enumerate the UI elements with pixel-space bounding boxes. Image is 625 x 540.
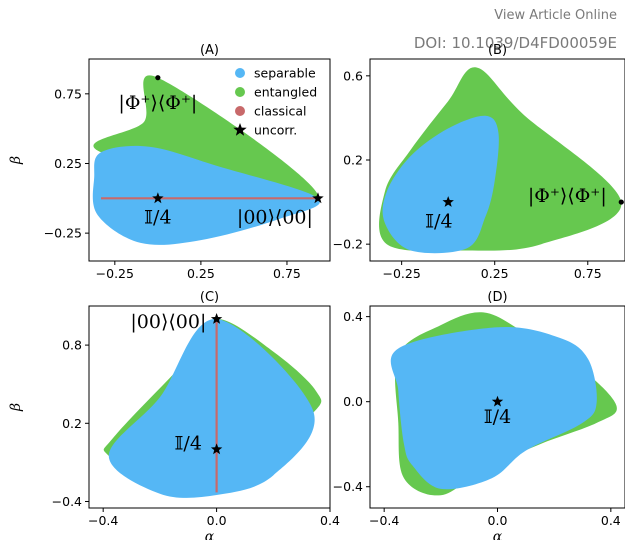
legend-label: entangled (254, 85, 317, 100)
panel-title: (D) (487, 290, 507, 305)
separable-region (92, 145, 320, 245)
state-label: 𝕀/4 (425, 210, 452, 232)
y-axis-label: β (8, 156, 24, 165)
y-axis-label: β (8, 403, 24, 412)
panel-c: −0.4 0.0 0.4 −0.4 0.2 0.8 (C) β α |00⟩⟨00| 𝕀/4 (8, 290, 340, 540)
x-tick-label: 0.0 (207, 513, 227, 528)
entangled-region (93, 75, 319, 201)
x-tick-label: −0.25 (382, 266, 420, 281)
x-tick-label: 0.75 (574, 266, 602, 281)
uncorr-star (491, 395, 504, 407)
legend-label: classical (254, 104, 307, 119)
state-dot (618, 199, 624, 205)
doi-label: DOI: 10.1039/D4FD00059E (413, 34, 617, 52)
y-tick-label: 0.75 (54, 86, 82, 101)
state-label: 𝕀/4 (144, 206, 171, 228)
legend-separable-marker (235, 68, 245, 78)
y-tick-label: −0.25 (44, 226, 82, 241)
uncorr-star (312, 192, 324, 204)
x-tick-label: 0.4 (601, 513, 621, 528)
x-tick-label: 0.25 (187, 266, 215, 281)
separable-region (382, 115, 499, 254)
x-tick-label: 0.25 (481, 266, 509, 281)
x-tick-label: −0.25 (96, 266, 134, 281)
state-label: |Φ⁺⟩⟨Φ⁺| (528, 185, 607, 207)
separable-region (390, 327, 597, 490)
panel-title: (C) (200, 290, 219, 305)
view-article-link[interactable]: View Article Online (494, 8, 617, 23)
x-tick-label: 0.75 (273, 266, 301, 281)
y-tick-label: 0.0 (343, 394, 363, 409)
panel-d: −0.4 0.0 0.4 −0.4 0.0 0.4 (D) α 𝕀/4 (333, 290, 625, 540)
uncorr-star (442, 196, 454, 207)
y-tick-label: 0.2 (62, 416, 82, 431)
y-tick-label: 0.2 (343, 153, 363, 168)
plot-area (103, 318, 322, 498)
panel-b: −0.25 0.25 0.75 −0.2 0.2 0.6 (B) 𝕀/4 |Φ⁺⟩⟨Φ⁺| (333, 43, 625, 281)
state-label: 𝕀/4 (484, 406, 511, 428)
legend-star-icon (233, 123, 247, 136)
y-tick-label: 0.25 (54, 156, 82, 171)
uncorr-star (210, 313, 223, 324)
axes-frame (88, 305, 331, 509)
plot-area (390, 312, 617, 496)
state-label: |Φ⁺⟩⟨Φ⁺| (118, 92, 197, 114)
y-tick-label: 0.8 (62, 338, 82, 353)
panel-title: (A) (200, 43, 219, 58)
panel-title: (B) (488, 43, 507, 58)
x-tick-label: −0.4 (88, 513, 118, 528)
uncorr-star (210, 443, 223, 455)
uncorr-star (152, 192, 164, 204)
x-tick-label: −0.4 (369, 513, 399, 528)
state-label: |00⟩⟨00| (130, 311, 206, 333)
x-tick-label: 0.0 (488, 513, 508, 528)
plot-area (379, 67, 622, 254)
legend-entangled-marker (235, 87, 245, 97)
plot-area (92, 75, 320, 245)
x-axis-label: α (493, 529, 503, 540)
y-tick-label: −0.4 (52, 494, 82, 509)
y-tick-label: −0.4 (333, 479, 363, 494)
legend-classical-marker (235, 106, 245, 116)
legend-label: uncorr. (254, 123, 297, 138)
state-label: 𝕀/4 (175, 432, 202, 454)
axes-frame (88, 58, 331, 262)
y-tick-label: 0.4 (343, 309, 363, 324)
y-tick-label: −0.2 (333, 237, 363, 252)
x-tick-label: 0.4 (320, 513, 340, 528)
panel-a: −0.25 0.25 0.75 −0.25 0.25 0.75 (A) β |Φ⁺⟩⟨Φ⁺| 𝕀/… (8, 43, 331, 281)
state-dot (155, 75, 161, 81)
x-axis-label: α (205, 529, 215, 540)
legend-label: separable (254, 66, 316, 81)
separable-region (108, 318, 315, 498)
y-tick-label: 0.6 (343, 68, 363, 83)
state-label: |00⟩⟨00| (237, 206, 313, 228)
legend: separable entangled classical uncorr. (233, 66, 317, 138)
